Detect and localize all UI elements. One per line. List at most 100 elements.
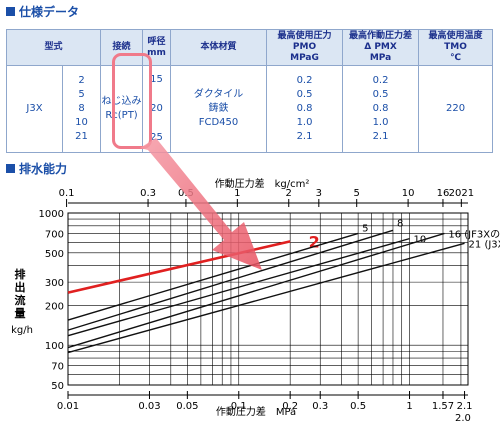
diameter-value: 15 xyxy=(150,74,163,85)
header-diameter-line1: 呼径 xyxy=(147,36,166,47)
y-axis-label-char: 出 xyxy=(15,280,26,294)
y-tick-label: 1000 xyxy=(39,209,64,220)
x-tick-label: 2.1 xyxy=(457,401,473,412)
max-diff-value: 0.8 xyxy=(372,103,389,114)
top-tick-label: 16 xyxy=(437,188,450,199)
x-extra-tick-label: 2.0 xyxy=(455,413,471,424)
series-line xyxy=(67,229,394,331)
y-tick-label: 500 xyxy=(45,249,64,260)
x-tick-label: 1.57 xyxy=(432,401,454,412)
cell-max-pressure: 0.2 0.5 0.8 1.0 2.1 xyxy=(266,65,344,153)
bore-highlight-box xyxy=(112,53,152,149)
max-pressure-value: 1.0 xyxy=(296,117,313,128)
y-tick-label: 300 xyxy=(45,278,64,289)
max-pressure-value: 2.1 xyxy=(296,131,313,142)
x-tick-label: 0.1 xyxy=(231,401,247,412)
series-label: 21 (J3Xのみ) xyxy=(469,239,500,250)
x-tick-label: 0.05 xyxy=(176,401,198,412)
header-max-pressure: 最高使用圧力 PMO MPaG xyxy=(266,29,344,66)
material-line2: 鋳鉄 xyxy=(208,103,229,114)
series-line xyxy=(67,237,410,337)
chart-section-title-text: 排水能力 xyxy=(19,162,68,176)
top-tick-label: 2 xyxy=(286,188,292,199)
x-tick-label: 0.5 xyxy=(350,401,366,412)
top-tick-label: 0.1 xyxy=(59,188,75,199)
y-axis-unit: kg/h xyxy=(11,325,33,336)
max-diff-value: 2.1 xyxy=(372,131,389,142)
header-max-diff-line2: Δ PMX xyxy=(364,42,397,52)
square-bullet-icon xyxy=(6,7,15,16)
y-axis-label-char: 排 xyxy=(15,267,26,281)
y-tick-label: 700 xyxy=(45,229,64,240)
header-max-pressure-line3: MPaG xyxy=(290,53,319,63)
x-tick-label: 0.03 xyxy=(138,401,160,412)
series-line xyxy=(67,232,359,321)
diameter-value: 20 xyxy=(150,103,163,114)
header-max-temp-line1: 最高使用温度 xyxy=(428,31,483,41)
cell-max-diff: 0.2 0.5 0.8 1.0 2.1 xyxy=(342,65,420,153)
series-label: 8 xyxy=(397,218,403,229)
top-axis-label: 作動圧力差 kg/cm² xyxy=(215,177,310,190)
spec-data-row: J3X 2 5 8 10 21 ねじ込み Rc(PT) 15 20 25 ダクタ… xyxy=(6,65,494,153)
max-diff-value: 0.2 xyxy=(372,75,389,86)
y-tick-label: 50 xyxy=(51,381,64,392)
y-axis-label-char: 流 xyxy=(15,293,26,307)
header-model: 型式 xyxy=(5,29,102,66)
cell-max-temp: 220 xyxy=(418,65,494,153)
top-tick-label: 10 xyxy=(402,188,415,199)
arrow-shape xyxy=(140,138,262,270)
spec-section-title-text: 仕様データ xyxy=(19,5,80,19)
series-line xyxy=(67,232,445,349)
cell-connection: ねじ込み Rc(PT) xyxy=(100,65,144,153)
top-tick-label: 2021 xyxy=(449,188,474,199)
spec-header-row: 型式 接続 呼径 mm 本体材質 最高使用圧力 PMO MPaG 最高作動圧力差… xyxy=(5,29,494,66)
x-tick-label: 1 xyxy=(406,401,412,412)
max-pressure-value: 0.2 xyxy=(296,75,313,86)
x-tick-label: 0.3 xyxy=(312,401,328,412)
cell-body-material: ダクタイル 鋳鉄 FCD450 xyxy=(170,65,268,153)
material-line3: FCD450 xyxy=(198,117,239,128)
max-diff-value: 1.0 xyxy=(372,117,389,128)
size-value: 10 xyxy=(75,117,88,128)
series-label: 16 (JF3Xのみ) xyxy=(448,229,500,240)
plot-frame xyxy=(67,212,469,386)
top-tick-label: 5 xyxy=(354,188,360,199)
size-value: 2 xyxy=(78,75,85,86)
material-line1: ダクタイル xyxy=(193,89,244,100)
size-value: 21 xyxy=(75,131,88,142)
header-max-temp: 最高使用温度 TMO ℃ xyxy=(418,29,494,66)
max-pressure-value: 0.5 xyxy=(296,89,313,100)
header-max-temp-line2: TMO xyxy=(444,42,467,52)
chart-section-title: 排水能力 xyxy=(6,160,67,177)
top-tick-label: 0.3 xyxy=(140,188,156,199)
y-axis-label-char: 量 xyxy=(15,307,26,320)
top-tick-label: 1 xyxy=(234,188,240,199)
x-axis-label: 作動圧力差 MPa xyxy=(216,405,296,418)
x-tick-label: 0.01 xyxy=(57,401,79,412)
series-label: 10 xyxy=(414,235,427,246)
series-label: 5 xyxy=(362,223,368,234)
max-diff-value: 0.5 xyxy=(372,89,389,100)
top-tick-label: 3 xyxy=(316,188,322,199)
size-value: 5 xyxy=(78,89,85,100)
connection-line2: Rc(PT) xyxy=(105,110,138,121)
spec-table: 型式 接続 呼径 mm 本体材質 最高使用圧力 PMO MPaG 最高作動圧力差… xyxy=(5,29,494,153)
max-pressure-value: 0.8 xyxy=(296,103,313,114)
connection-line1: ねじ込み xyxy=(101,96,142,107)
x-tick-label: 0.2 xyxy=(282,401,298,412)
series-line xyxy=(67,242,465,354)
header-max-pressure-line1: 最高使用圧力 xyxy=(277,31,332,41)
y-tick-label: 100 xyxy=(45,341,64,352)
y-tick-label: 200 xyxy=(45,301,64,312)
header-max-diff-line1: 最高作動圧力差 xyxy=(349,31,413,41)
cell-sizes: 2 5 8 10 21 xyxy=(61,65,102,153)
y-tick-label: 70 xyxy=(51,362,64,373)
square-bullet-icon xyxy=(6,164,15,173)
cell-model: J3X xyxy=(6,65,63,153)
header-max-temp-line3: ℃ xyxy=(450,53,461,63)
header-diameter-line2: mm xyxy=(147,47,166,58)
series-label: 2 xyxy=(309,232,320,251)
spec-section-title: 仕様データ xyxy=(6,3,79,20)
